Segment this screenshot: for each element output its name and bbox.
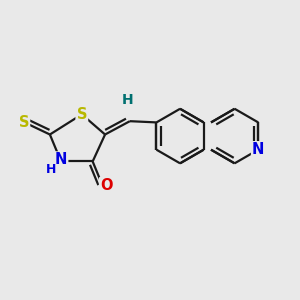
Text: H: H — [46, 163, 56, 176]
Text: H: H — [122, 93, 133, 107]
Text: S: S — [76, 107, 87, 122]
Text: O: O — [100, 178, 112, 193]
Text: S: S — [19, 115, 29, 130]
Text: N: N — [252, 142, 264, 157]
Text: N: N — [55, 152, 67, 167]
